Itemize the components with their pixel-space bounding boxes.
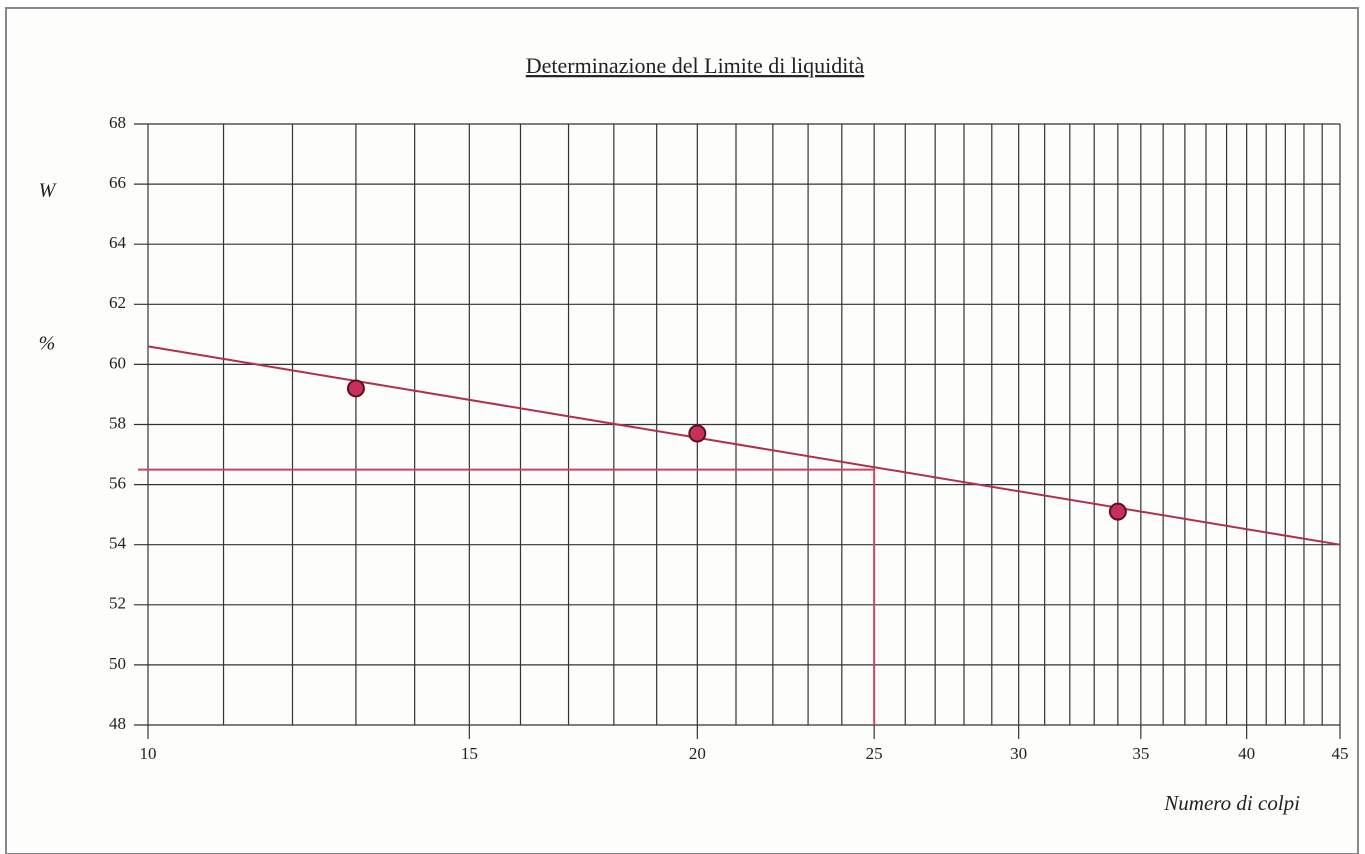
x-tick-label: 15 xyxy=(461,744,478,763)
y-tick-label: 58 xyxy=(109,413,126,432)
y-tick-label: 68 xyxy=(109,113,126,132)
y-tick-label: 66 xyxy=(109,173,126,192)
y-tick-label: 50 xyxy=(109,654,126,673)
y-tick-label: 56 xyxy=(109,474,126,493)
x-tick-label: 30 xyxy=(1010,744,1027,763)
y-tick-label: 48 xyxy=(109,714,126,733)
x-tick-label: 35 xyxy=(1132,744,1149,763)
x-axis-label: Numero di colpi xyxy=(1163,791,1300,815)
trend-line xyxy=(147,345,1341,546)
data-point xyxy=(1108,502,1127,521)
y-tick-label: 64 xyxy=(109,233,127,252)
x-tick-label: 25 xyxy=(866,744,883,763)
data-point xyxy=(346,379,365,398)
y-tick-label: 62 xyxy=(109,293,126,312)
y-tick-label: 54 xyxy=(109,534,127,553)
data-point xyxy=(688,424,707,443)
y-axis-label: W xyxy=(39,180,58,202)
x-tick-label: 40 xyxy=(1238,744,1255,763)
x-tick-label: 45 xyxy=(1332,744,1349,763)
y-tick-label: 60 xyxy=(109,353,126,372)
chart-title: Determinazione del Limite di liquidità xyxy=(526,53,865,78)
frame xyxy=(5,7,1359,854)
y-axis-unit: % xyxy=(39,333,56,355)
x-tick-label: 10 xyxy=(140,744,157,763)
y-tick-label: 52 xyxy=(109,594,126,613)
x-tick-label: 20 xyxy=(689,744,706,763)
